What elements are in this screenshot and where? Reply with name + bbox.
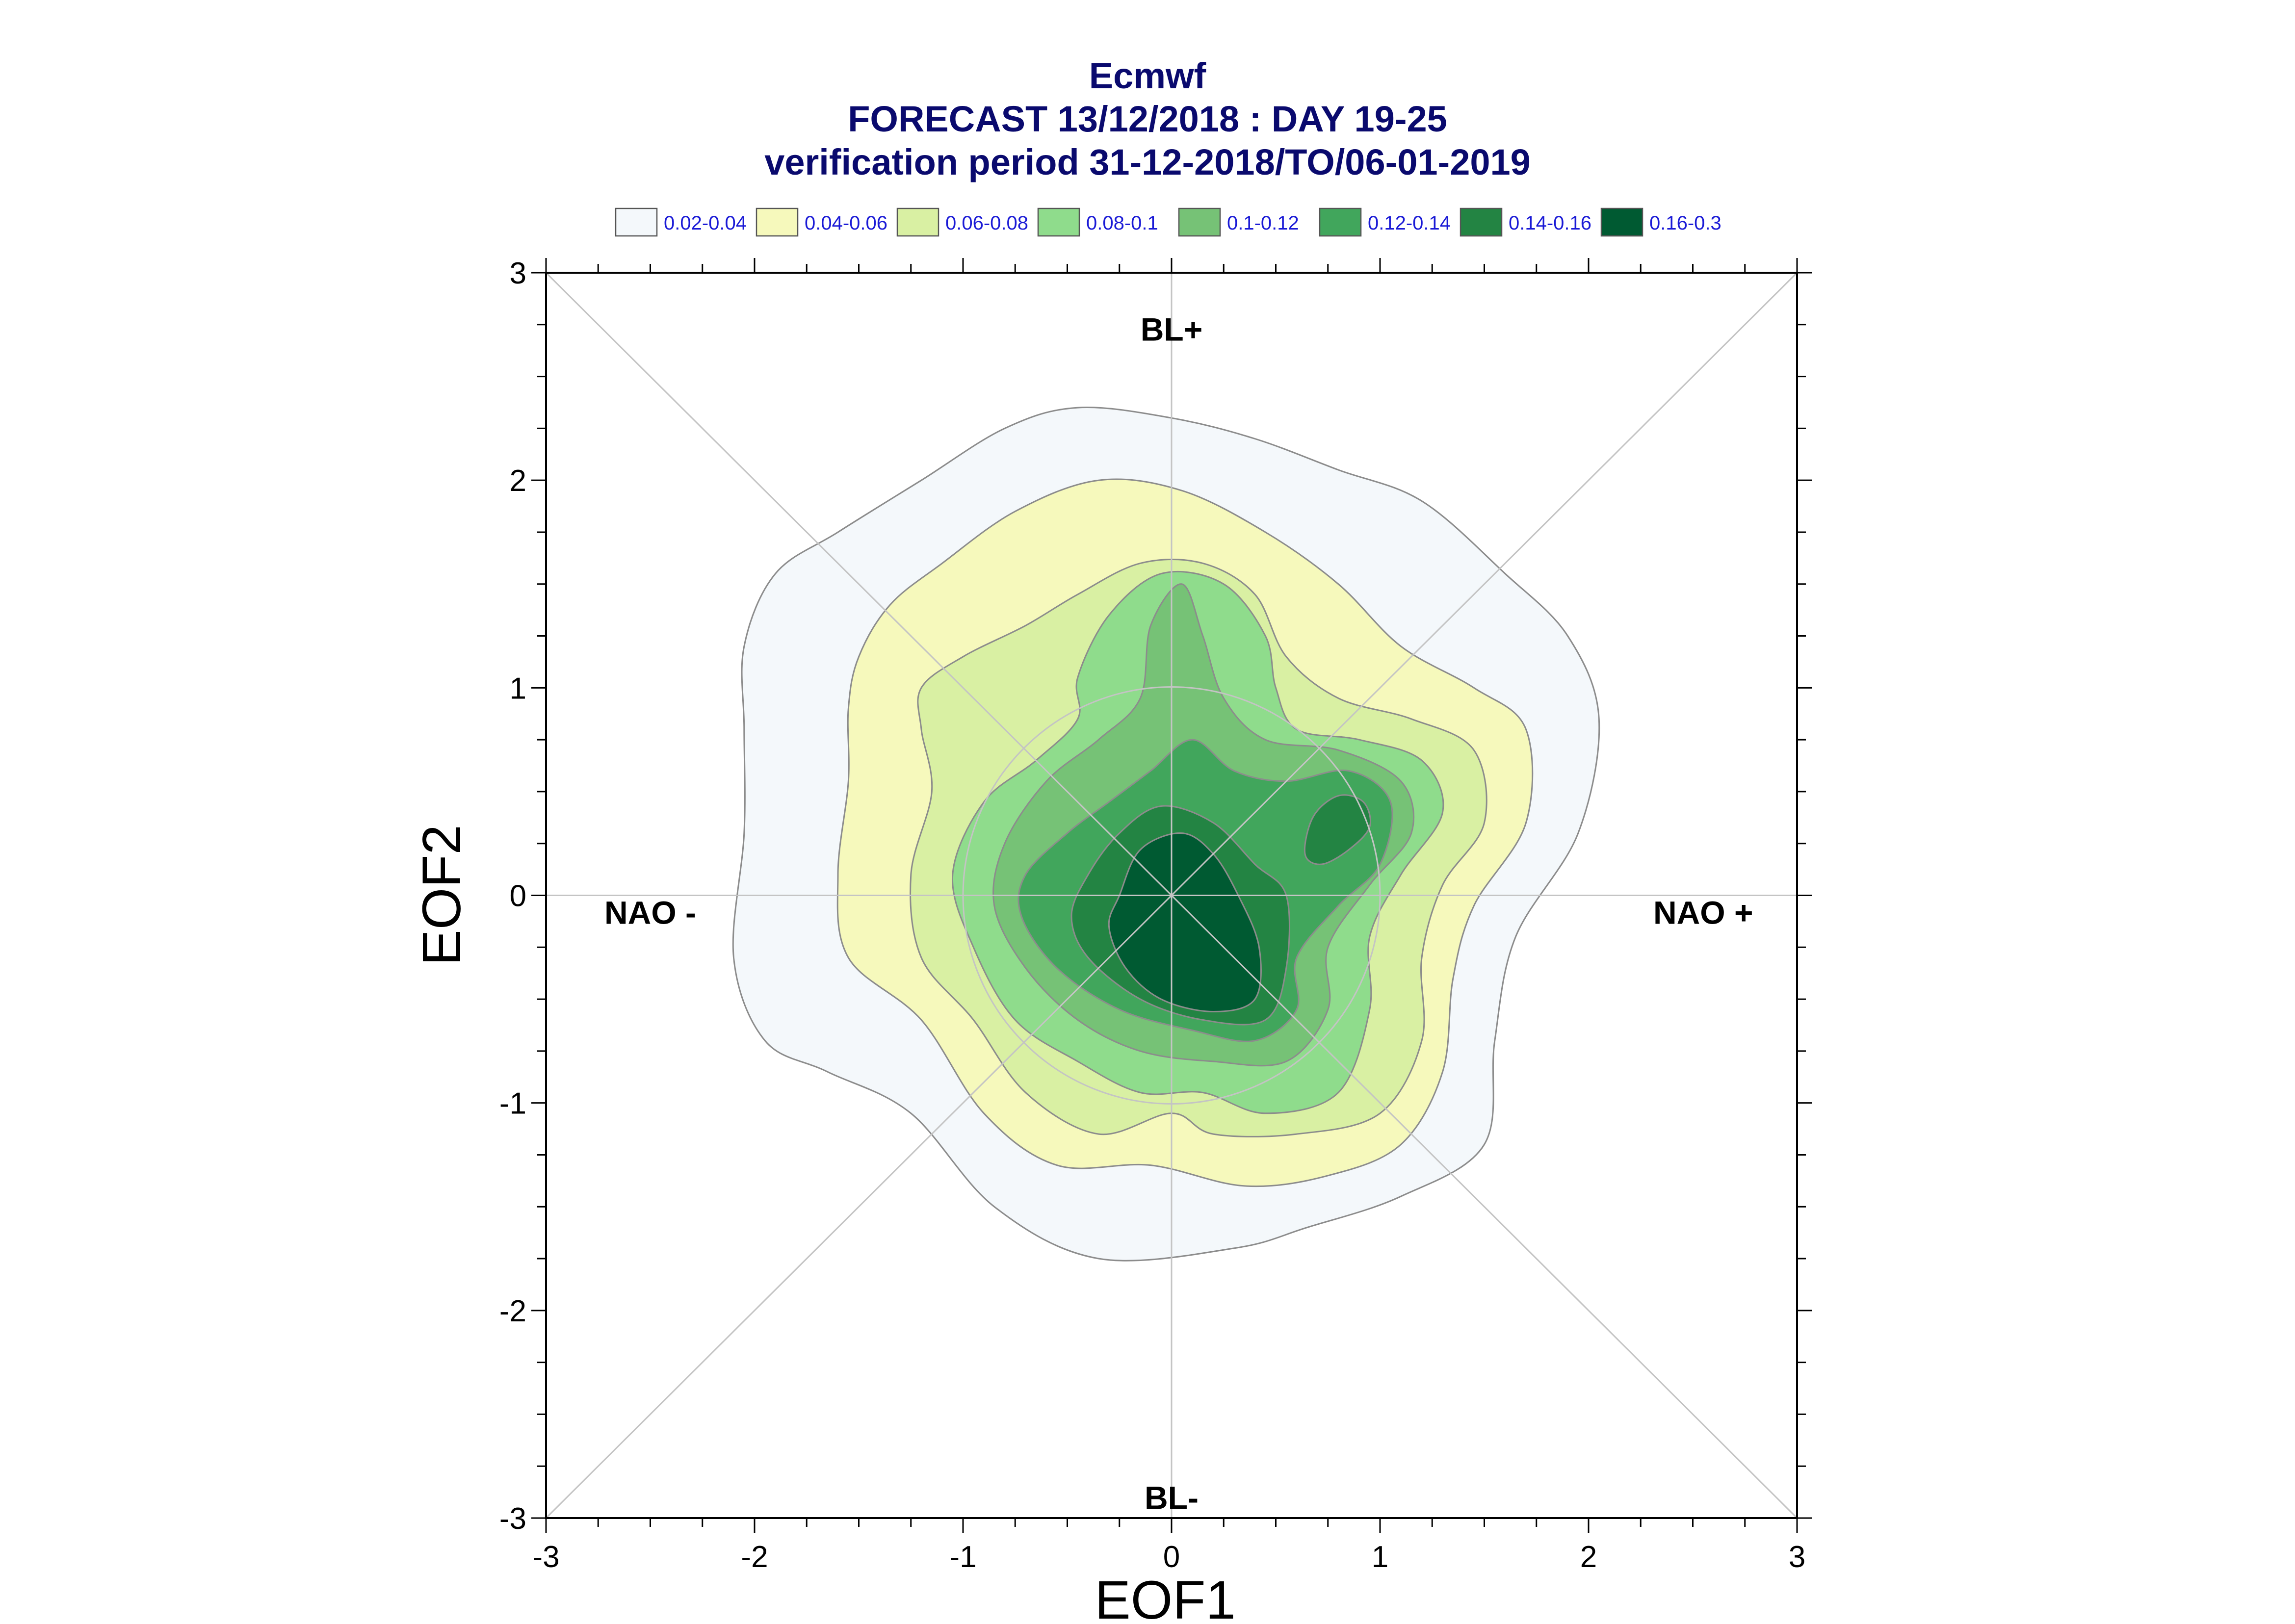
legend-swatch (1178, 207, 1221, 237)
regime-label: BL+ (1141, 311, 1203, 347)
contour-0.16-0.3 (1108, 832, 1262, 1013)
legend-label: 0.04-0.06 (805, 212, 887, 234)
legend-label: 0.14-0.16 (1509, 212, 1591, 234)
regime-label: NAO - (604, 894, 696, 930)
legend-label: 0.08-0.1 (1086, 212, 1158, 234)
legend-label: 0.16-0.3 (1649, 212, 1721, 234)
legend-swatch (756, 207, 799, 237)
x-tick-label: 2 (1580, 1540, 1597, 1574)
legend-swatch (1037, 207, 1080, 237)
legend-swatch (896, 207, 939, 237)
y-tick-label: -1 (499, 1087, 526, 1121)
y-tick-labels: -3 -2 -1 0 1 2 3 (499, 257, 526, 1536)
legend-swatch (615, 207, 658, 237)
y-tick-label: 1 (510, 671, 526, 705)
x-tick-labels: -3 -2 -1 0 1 2 3 (532, 1540, 1805, 1574)
x-tick-label: -2 (741, 1540, 768, 1574)
legend-swatch (1600, 207, 1643, 237)
legend-label: 0.02-0.04 (664, 212, 747, 234)
unit-circle (962, 686, 1381, 1105)
regime-label: NAO + (1653, 894, 1753, 930)
legend-label: 0.12-0.14 (1368, 212, 1451, 234)
legend-swatch (1319, 207, 1362, 237)
y-tick-label: 2 (510, 464, 526, 498)
x-axis-title: EOF1 (1095, 1570, 1235, 1624)
x-tick-label: -3 (532, 1540, 559, 1574)
regime-labels: BL+ BL- NAO - NAO + (604, 311, 1753, 1516)
x-tick-label: 0 (1163, 1540, 1180, 1574)
legend-label: 0.06-0.08 (945, 212, 1028, 234)
y-tick-label: 3 (510, 257, 526, 290)
x-tick-label: -1 (949, 1540, 976, 1574)
legend-label: 0.1-0.12 (1227, 212, 1299, 234)
x-tick-label: 3 (1789, 1540, 1805, 1574)
title-line-1: Ecmwf (1089, 55, 1206, 96)
y-tick-label: -3 (499, 1502, 526, 1536)
y-tick-label: -2 (499, 1294, 526, 1328)
title-line-3: verification period 31-12-2018/TO/06-01-… (764, 142, 1531, 182)
legend: 0.02-0.04 0.04-0.06 0.06-0.08 0.08-0.1 0.1-0… (615, 207, 1721, 237)
contour-fills (732, 407, 1600, 1262)
contour-0.14-0.16 (1304, 794, 1371, 865)
y-tick-label: 0 (510, 879, 526, 913)
regime-label: BL- (1145, 1480, 1199, 1516)
title-line-2: FORECAST 13/12/2018 : DAY 19-25 (848, 99, 1447, 139)
chart-title: Ecmwf FORECAST 13/12/2018 : DAY 19-25 ve… (764, 55, 1531, 182)
plot-frame (531, 258, 1812, 1533)
x-tick-label: 1 (1372, 1540, 1388, 1574)
y-axis-title: EOF2 (412, 825, 472, 965)
guide-lines (545, 272, 1798, 1519)
legend-swatch (1460, 207, 1503, 237)
